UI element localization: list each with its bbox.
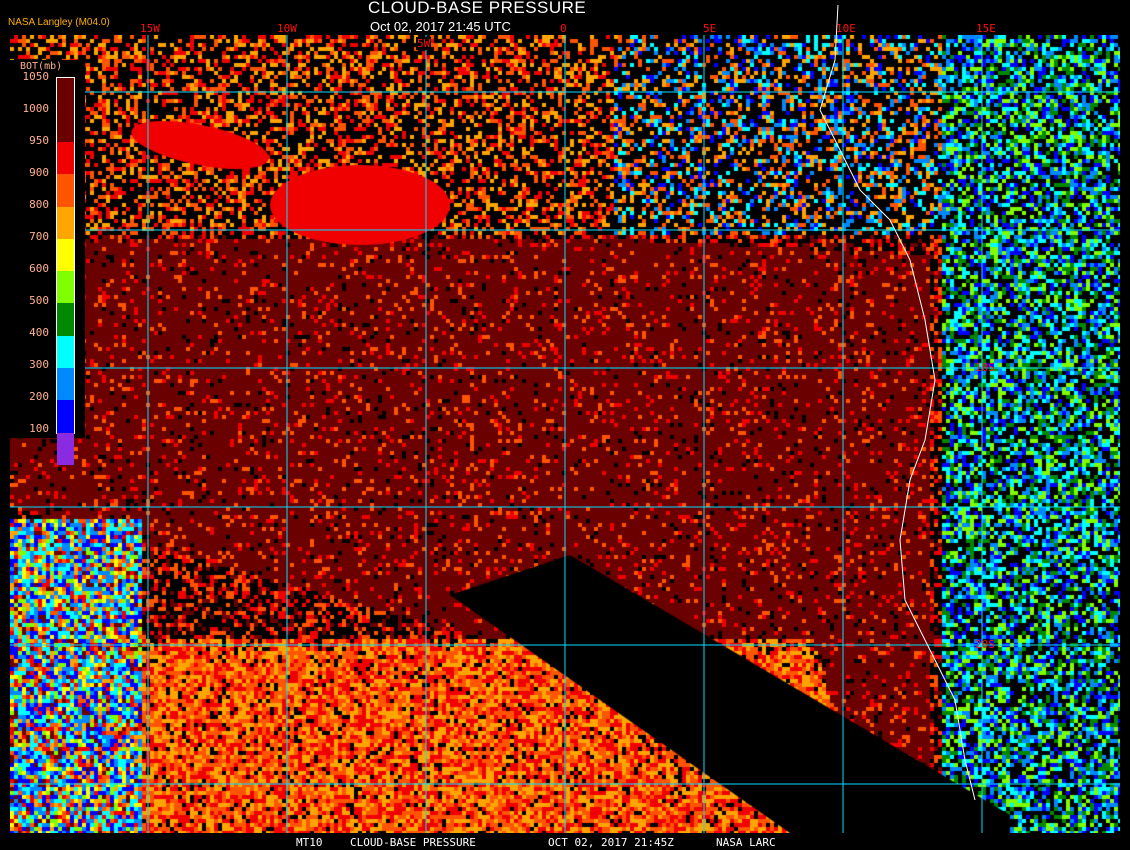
lon-label: 10E (836, 22, 856, 35)
legend-swatch (57, 271, 74, 304)
map-datetime: Oct 02, 2017 21:45 UTC (370, 19, 511, 34)
legend-tick: 900 (29, 166, 49, 179)
source-label: NASA Langley (M04.0) (8, 17, 110, 28)
legend-tick: 700 (29, 230, 49, 243)
legend-tick: 950 (29, 134, 49, 147)
legend-tick: 600 (29, 262, 49, 275)
lon-label: 15W (140, 22, 160, 35)
legend-tick: 400 (29, 326, 49, 339)
footer-satellite: MT10 (296, 836, 323, 849)
legend-swatch (57, 432, 74, 465)
legend-swatch (57, 400, 74, 433)
footer-datetime: OCT 02, 2017 21:45Z (548, 836, 674, 849)
legend-tick: 100 (29, 422, 49, 435)
lon-label: 10W (277, 22, 297, 35)
lat-label: 20S (975, 638, 995, 651)
legend-swatch (57, 206, 74, 239)
legend-swatch (57, 174, 74, 207)
legend-swatch (57, 368, 74, 401)
legend-swatch (57, 238, 74, 272)
footer-agency: NASA LARC (716, 836, 776, 849)
legend-tick: 1000 (22, 102, 50, 115)
map-title: CLOUD-BASE PRESSURE (368, 0, 587, 17)
lon-label: 0 (560, 22, 567, 35)
legend-tick: 500 (29, 294, 49, 307)
footer-bar: MT10 CLOUD-BASE PRESSURE OCT 02, 2017 21… (0, 834, 1130, 850)
lon-label: 5W (416, 37, 432, 50)
color-legend: BOT(mb) 1050 1000 950 900 800 700 600 500 400 300… (10, 60, 85, 465)
legend-swatch (57, 78, 74, 142)
legend-color-bar (56, 77, 75, 465)
footer-product: CLOUD-BASE PRESSURE (350, 836, 476, 849)
lat-label: 10S (975, 361, 995, 374)
legend-tick: 200 (29, 390, 49, 403)
legend-swatch (57, 335, 74, 369)
legend-swatch (57, 142, 74, 175)
lon-label: 5E (703, 22, 717, 35)
lon-label: 15E (976, 22, 996, 35)
legend-tick: 800 (29, 198, 49, 211)
cloud-base-pressure-map (10, 35, 1120, 833)
legend-swatch (57, 303, 74, 336)
legend-tick: 1050 (22, 70, 50, 83)
legend-tick: 300 (29, 358, 49, 371)
legend-title: BOT(mb) (20, 61, 63, 72)
